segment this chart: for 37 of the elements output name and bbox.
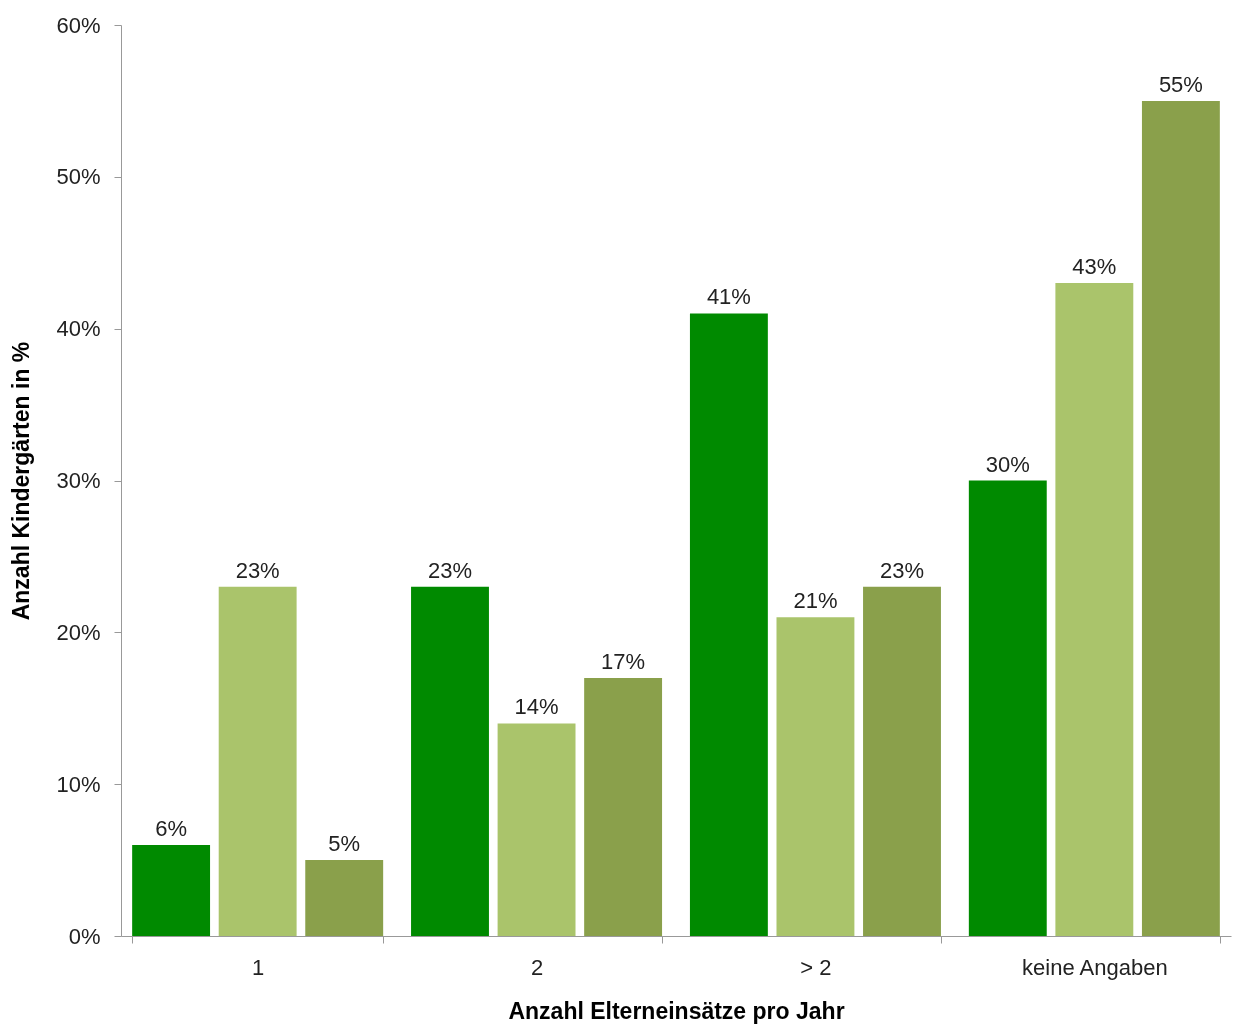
y-tick-label: 0%	[68, 923, 101, 949]
x-tick-label: > 2	[800, 954, 832, 980]
y-axis-title: Anzahl Kindergärten in %	[8, 341, 35, 621]
bar	[132, 844, 211, 936]
x-tick-label: keine Angaben	[1022, 954, 1168, 980]
bar	[497, 723, 576, 936]
data-label: 6%	[155, 815, 187, 841]
y-tick-label: 10%	[56, 771, 101, 797]
x-tick-label: 1	[252, 954, 265, 980]
bar	[218, 586, 297, 936]
bar	[1055, 283, 1134, 936]
data-label: 5%	[328, 831, 361, 857]
x-axis-title: Anzahl Elterneinsätze pro Jahr	[508, 997, 845, 1024]
data-label: 23%	[879, 557, 925, 583]
bar	[968, 480, 1047, 936]
data-label: 23%	[427, 557, 473, 583]
data-label: 43%	[1072, 254, 1117, 280]
bar	[863, 586, 941, 936]
y-tick-label: 40%	[56, 316, 101, 342]
y-tick-label: 50%	[56, 164, 101, 190]
bar	[776, 617, 855, 936]
y-tick-label: 30%	[56, 468, 101, 493]
bar	[584, 677, 663, 936]
y-tick-label: 60%	[56, 12, 101, 38]
data-label: 14%	[514, 694, 559, 720]
bar	[411, 586, 489, 936]
data-label: 41%	[706, 284, 751, 310]
bar	[305, 860, 384, 936]
data-label: 55%	[1158, 71, 1203, 97]
data-label: 21%	[793, 588, 838, 614]
bar	[689, 313, 768, 936]
y-tick-label: 20%	[56, 619, 101, 645]
data-label: 30%	[985, 451, 1030, 477]
bar	[1141, 100, 1220, 936]
data-label: 17%	[601, 648, 646, 674]
x-tick-label: 2	[530, 954, 544, 980]
data-label: 23%	[235, 557, 280, 583]
